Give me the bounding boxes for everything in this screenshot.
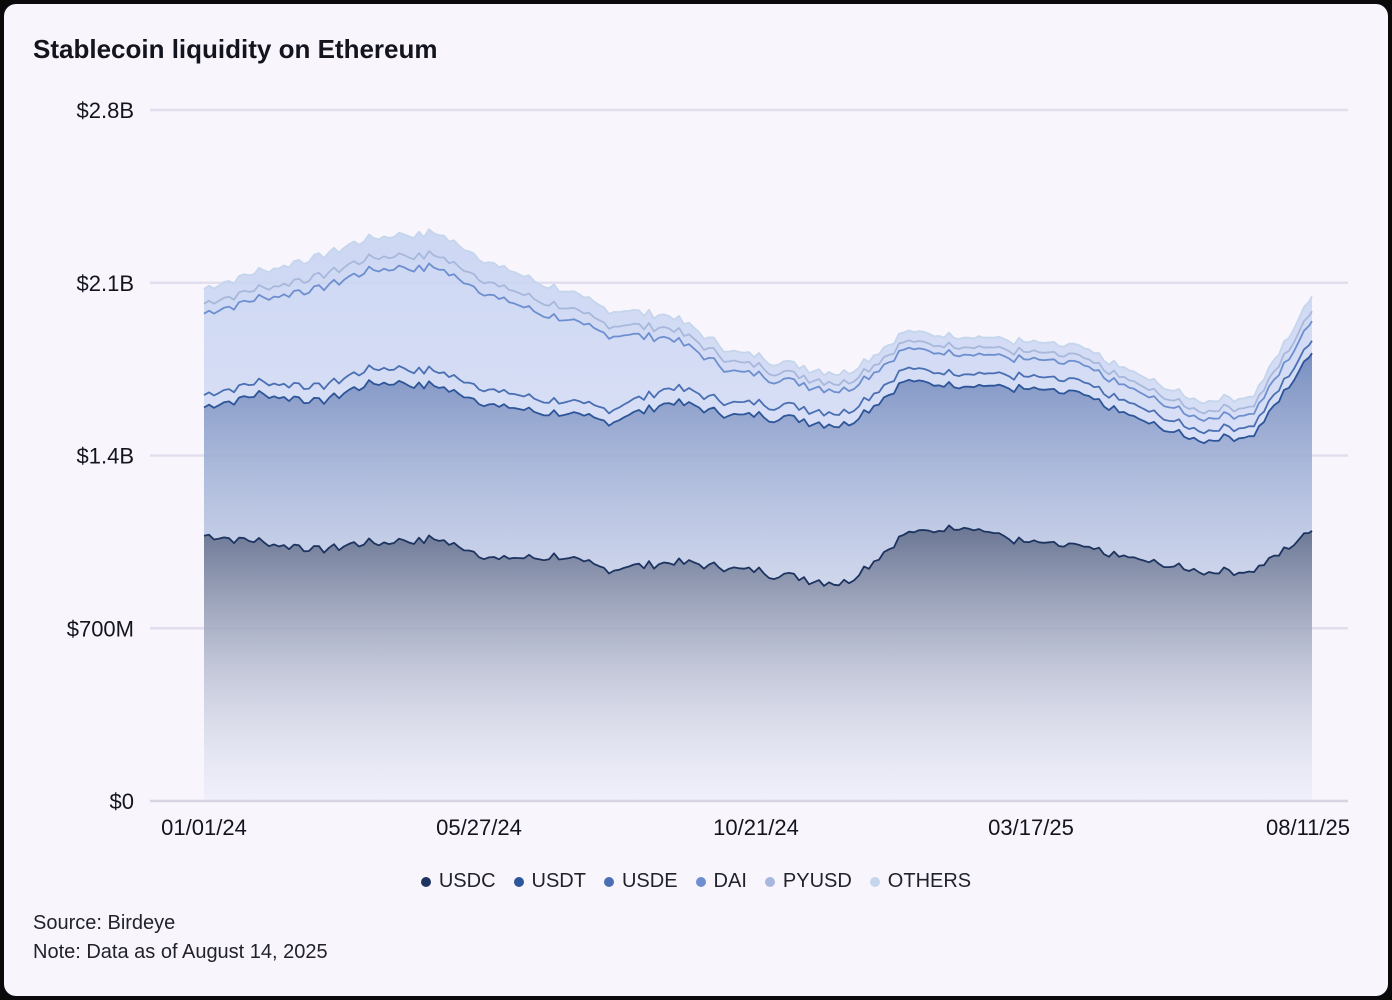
legend-item-dai[interactable]: DAI <box>695 870 747 893</box>
x-tick-label: 10/21/24 <box>713 815 799 840</box>
y-tick-label: $2.1B <box>77 271 135 296</box>
legend-label: PYUSD <box>782 870 852 892</box>
legend-dot-icon <box>420 876 431 887</box>
area-fill-usdc <box>204 525 1312 801</box>
x-tick-label: 08/11/25 <box>1266 815 1350 840</box>
legend-label: DAI <box>713 870 747 892</box>
legend-dot-icon <box>603 876 614 887</box>
series-line-usdt <box>203 352 1313 445</box>
legend-item-pyusd[interactable]: PYUSD <box>764 870 852 893</box>
legend-label: USDT <box>531 870 586 892</box>
legend-dot-icon <box>695 876 706 887</box>
legend-item-usdc[interactable]: USDC <box>420 870 496 893</box>
x-tick-label: 03/17/25 <box>988 815 1074 840</box>
chart-legend: USDC USDT USDE DAI PYUSD OTHERS <box>4 870 1388 893</box>
note-text: Note: Data as of August 14, 2025 <box>33 941 328 963</box>
chart-title: Stablecoin liquidity on Ethereum <box>33 34 438 64</box>
series-line-others <box>203 228 1313 405</box>
series-line-pyusd <box>203 250 1313 415</box>
chart-plot: $0 $700M $1.4B $2.1B $2.8B 01/01/24 05/27/24 10… <box>67 98 1350 840</box>
y-tick-label: $700M <box>67 616 134 641</box>
series-line-dai <box>203 262 1313 422</box>
x-tick-label: 05/27/24 <box>436 815 522 840</box>
y-tick-label: $0 <box>110 789 134 814</box>
legend-dot-icon <box>764 876 775 887</box>
legend-item-others[interactable]: OTHERS <box>869 870 972 893</box>
source-text: Source: Birdeye <box>33 912 176 934</box>
series-line-usdc <box>203 524 1313 587</box>
series-line-usde <box>203 340 1313 435</box>
y-tick-label: $2.8B <box>77 98 135 123</box>
legend-label: OTHERS <box>887 870 972 892</box>
chart-card: Stablecoin liquidity on Ethereum $0 $700M… <box>4 4 1388 996</box>
legend-dot-icon <box>869 876 880 887</box>
legend-label: USDE <box>621 870 678 892</box>
legend-dot-icon <box>513 876 524 887</box>
legend-item-usde[interactable]: USDE <box>603 870 678 893</box>
x-tick-label: 01/01/24 <box>161 815 247 840</box>
chart-footer: Source: Birdeye Note: Data as of August … <box>33 909 328 967</box>
legend-item-usdt[interactable]: USDT <box>513 870 586 893</box>
legend-label: USDC <box>438 870 496 892</box>
y-tick-label: $1.4B <box>77 444 135 469</box>
